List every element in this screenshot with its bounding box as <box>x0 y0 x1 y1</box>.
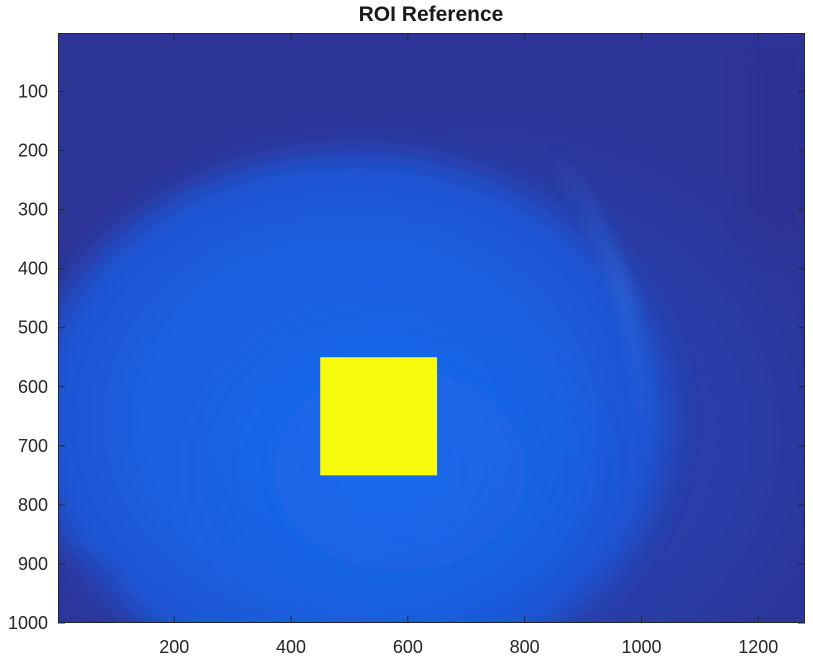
y-tick-label: 800 <box>18 495 48 515</box>
x-tick-label: 800 <box>510 637 540 657</box>
x-axis: 200 400 600 800 1000 1200 <box>159 33 778 657</box>
y-tick-label: 200 <box>18 141 48 161</box>
x-tick-label: 400 <box>276 637 306 657</box>
chart-title: ROI Reference <box>359 3 504 26</box>
y-tick-label: 400 <box>18 259 48 279</box>
x-tick-label: 600 <box>393 637 423 657</box>
heatmap-image <box>58 33 805 623</box>
y-tick-label: 1000 <box>8 613 48 633</box>
roi-rectangle <box>320 357 438 476</box>
y-axis: 100 200 300 400 500 600 700 800 900 1000 <box>8 81 805 633</box>
y-tick-label: 700 <box>18 436 48 456</box>
x-tick-label: 1000 <box>621 637 661 657</box>
x-tick-label: 200 <box>159 637 189 657</box>
y-tick-label: 300 <box>18 200 48 220</box>
y-tick-label: 100 <box>18 81 48 101</box>
y-tick-label: 600 <box>18 377 48 397</box>
y-tick-label: 900 <box>18 554 48 574</box>
x-tick-label: 1200 <box>738 637 778 657</box>
y-tick-label: 500 <box>18 318 48 338</box>
